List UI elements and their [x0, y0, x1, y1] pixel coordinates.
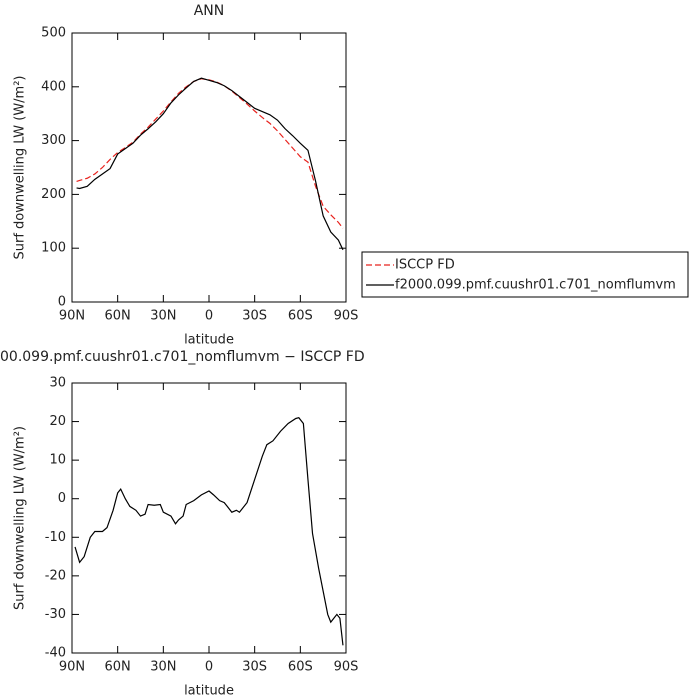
x-tick-label: 90N — [59, 309, 85, 324]
x-axis-label: latitude — [184, 684, 234, 699]
legend-label: ISCCP FD — [395, 258, 455, 273]
plot-frame — [71, 382, 347, 654]
x-tick-label: 60N — [105, 660, 131, 675]
y-tick-label: 0 — [58, 491, 66, 506]
y-tick-label: 20 — [49, 414, 66, 429]
data-line — [76, 78, 344, 229]
y-tick-label: -20 — [45, 568, 66, 583]
x-tick-label: 60N — [105, 309, 131, 324]
legend-label: f2000.099.pmf.cuushr01.c701_nomflumvm — [395, 278, 676, 293]
x-tick-label: 90S — [334, 660, 359, 675]
plot-frame — [71, 32, 347, 303]
y-tick-label: 300 — [41, 133, 66, 148]
y-axis-label: Surf downwelling LW (W/m²) — [13, 426, 28, 610]
y-tick-label: 10 — [49, 453, 66, 468]
legend-box — [361, 251, 689, 298]
x-tick-label: 30N — [150, 660, 176, 675]
x-tick-label: 30S — [242, 660, 267, 675]
x-tick-label: 60S — [288, 660, 313, 675]
y-tick-label: 200 — [41, 187, 66, 202]
y-tick-label: 400 — [41, 79, 66, 94]
y-tick-label: -10 — [45, 530, 66, 545]
x-tick-label: 0 — [205, 309, 213, 324]
x-tick-label: 60S — [288, 309, 313, 324]
data-line — [74, 417, 344, 646]
data-line — [76, 77, 344, 251]
y-axis-label: Surf downwelling LW (W/m²) — [13, 76, 28, 260]
x-axis-label: latitude — [184, 333, 234, 348]
x-tick-label: 90N — [59, 660, 85, 675]
y-tick-label: 30 — [49, 376, 66, 391]
y-tick-label: 0 — [58, 295, 66, 310]
y-tick-label: 500 — [41, 26, 66, 41]
chart-title: ANN — [194, 3, 225, 19]
y-tick-label: 100 — [41, 241, 66, 256]
chart-title: 00.099.pmf.cuushr01.c701_nomflumvm − ISC… — [0, 349, 365, 365]
x-tick-label: 30S — [242, 309, 267, 324]
y-tick-label: -30 — [45, 607, 66, 622]
x-tick-label: 30N — [150, 309, 176, 324]
x-tick-label: 90S — [334, 309, 359, 324]
y-tick-label: -40 — [45, 646, 66, 661]
x-tick-label: 0 — [205, 660, 213, 675]
